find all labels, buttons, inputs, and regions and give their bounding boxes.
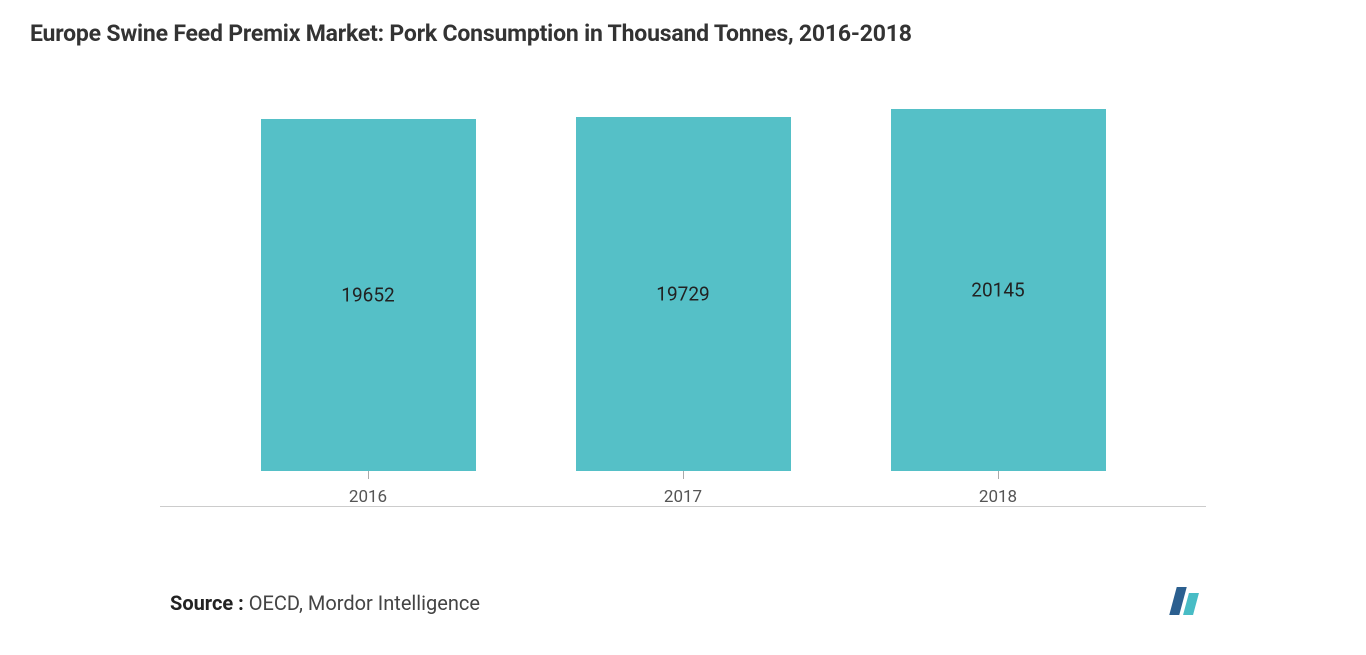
bar-value-2016: 19652	[341, 284, 394, 307]
mordor-logo	[1173, 587, 1196, 615]
tick-2016	[368, 471, 369, 479]
bar-group-2016: 19652 2016	[261, 119, 476, 507]
bar-value-2017: 19729	[656, 283, 709, 306]
source-line: Source : OECD, Mordor Intelligence	[170, 591, 480, 615]
bar-group-2018: 20145 2018	[891, 109, 1106, 507]
category-label-2018: 2018	[979, 487, 1017, 507]
chart-plot-area: 19652 2016 19729 2017 20145 2018	[30, 97, 1336, 547]
source-label: Source :	[170, 591, 244, 615]
chart-container: Europe Swine Feed Premix Market: Pork Co…	[0, 0, 1366, 655]
tick-2017	[683, 471, 684, 479]
logo-bars-icon	[1173, 587, 1196, 615]
bar-2016: 19652	[261, 119, 476, 471]
chart-footer: Source : OECD, Mordor Intelligence	[30, 587, 1336, 635]
bar-2017: 19729	[576, 117, 791, 471]
bar-2018: 20145	[891, 109, 1106, 471]
tick-2018	[998, 471, 999, 479]
chart-title: Europe Swine Feed Premix Market: Pork Co…	[30, 20, 1336, 47]
bar-value-2018: 20145	[971, 279, 1024, 302]
category-label-2016: 2016	[349, 487, 387, 507]
bar-group-2017: 19729 2017	[576, 117, 791, 507]
logo-bar-light	[1183, 593, 1199, 615]
source-text: OECD, Mordor Intelligence	[244, 591, 480, 615]
category-label-2017: 2017	[664, 487, 702, 507]
